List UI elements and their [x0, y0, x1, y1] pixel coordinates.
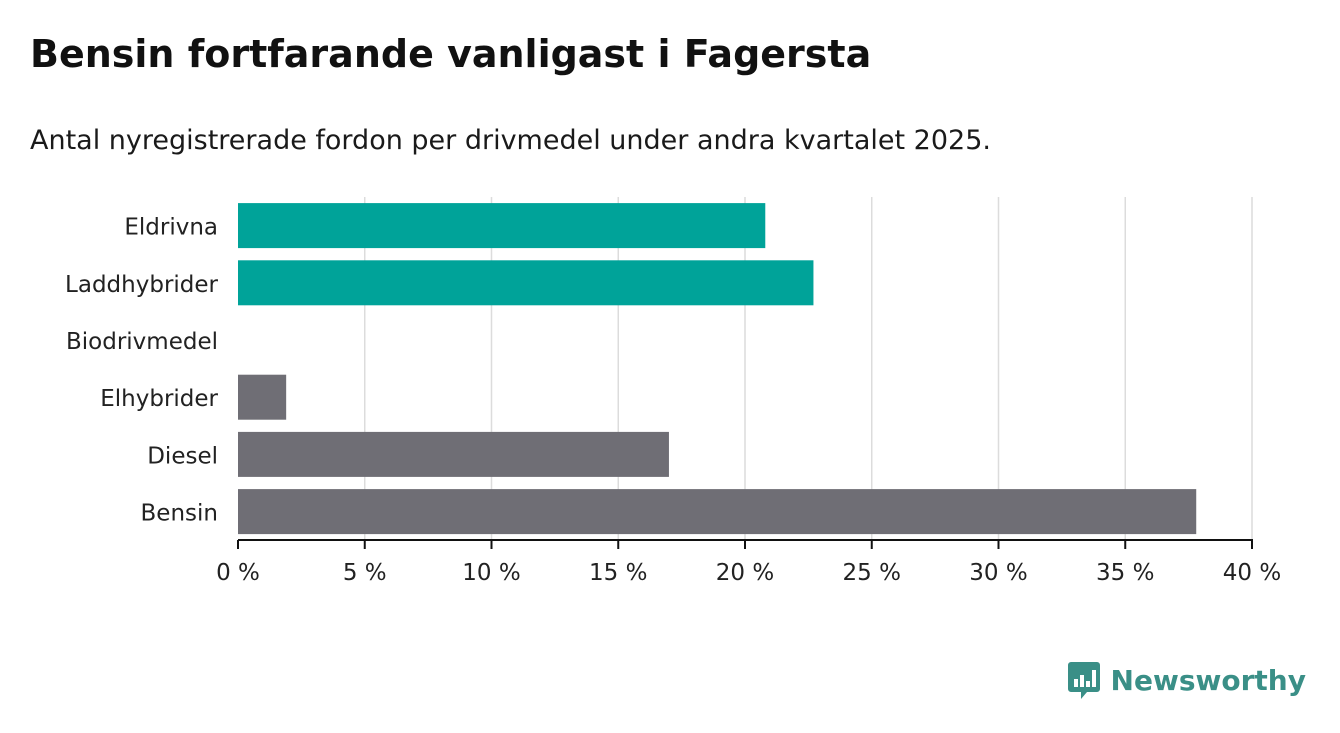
category-label: Elhybrider [100, 386, 218, 412]
category-label: Eldrivna [124, 215, 218, 241]
chart-title: Bensin fortfarande vanligast i Fagersta [30, 32, 872, 76]
bar-diesel [238, 431, 669, 477]
category-label: Laddhybrider [65, 272, 218, 298]
x-tick-label: 40 % [1223, 560, 1281, 586]
chart-subtitle: Antal nyregistrerade fordon per drivmede… [30, 125, 991, 156]
bar-chart-chat-icon [1067, 662, 1100, 699]
x-tick-label: 35 % [1096, 560, 1154, 586]
category-label: Bensin [141, 501, 218, 527]
x-tick-label: 20 % [716, 560, 774, 586]
x-tick-label: 0 % [216, 560, 260, 586]
x-tick-label: 25 % [843, 560, 901, 586]
x-tick-label: 15 % [589, 560, 647, 586]
bar-laddhybrider [238, 260, 814, 306]
bar-bensin [238, 489, 1197, 535]
bar-elhybrider [238, 374, 287, 420]
brand-name: Newsworthy [1110, 663, 1306, 697]
x-tick-label: 30 % [969, 560, 1027, 586]
x-tick-label: 5 % [343, 560, 387, 586]
category-label: Diesel [147, 443, 218, 469]
bar-eldrivna [238, 203, 766, 249]
x-tick-label: 10 % [462, 560, 520, 586]
brand-logo: Newsworthy [1067, 660, 1306, 700]
category-label: Biodrivmedel [66, 329, 218, 355]
